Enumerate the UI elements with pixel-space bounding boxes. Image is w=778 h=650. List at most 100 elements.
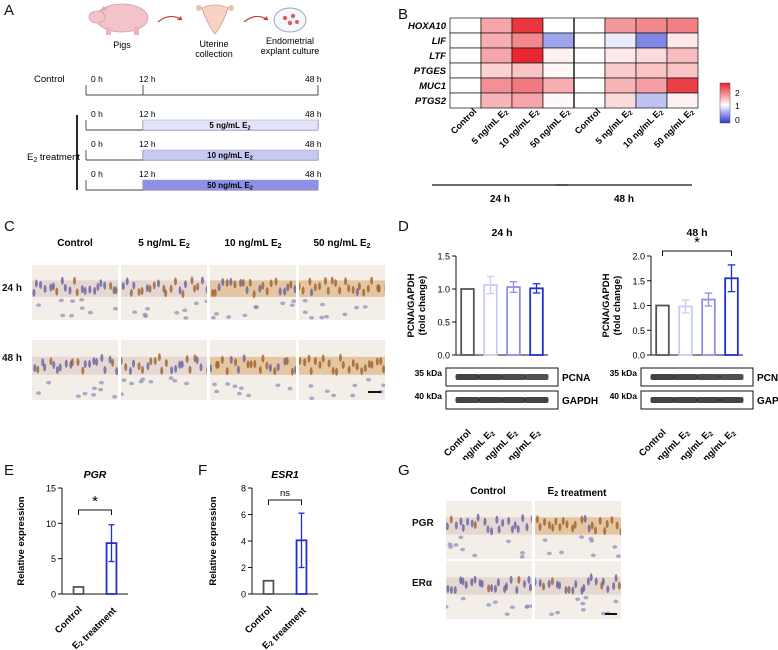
kda-label: 40 kDa xyxy=(610,391,638,401)
svg-text:5 ng/mL E2: 5 ng/mL E2 xyxy=(138,238,190,250)
timeline-dose-1: 0 h 12 h 48 h 5 ng/mL E2 xyxy=(85,109,322,131)
heatmap-row-label: MUC1 xyxy=(419,81,446,92)
uterine-label-1: Uterine xyxy=(199,39,228,49)
heatmap-cell xyxy=(480,47,513,64)
x-tick-label: Control xyxy=(53,604,85,636)
panel-label-b: B xyxy=(398,6,409,23)
y-tick-label: 0 xyxy=(241,590,246,600)
heatmap-cell xyxy=(542,32,575,49)
panel-a-timeline: Pigs Uterine collection Endometrial expl… xyxy=(27,3,322,191)
time-label-0: 0 h xyxy=(91,109,103,119)
heatmap-row-label: PTGS2 xyxy=(415,96,447,107)
heatmap-row-label: LIF xyxy=(432,36,446,47)
blot-band xyxy=(719,374,744,380)
heatmap-cell xyxy=(449,32,482,49)
micrograph-24 h-3 xyxy=(299,265,385,320)
heatmap-cell xyxy=(542,17,575,34)
chart-title: 48 h xyxy=(686,227,707,239)
heatmap-col-label: Control xyxy=(449,106,479,136)
heatmap-cell xyxy=(666,62,699,79)
y-tick-label: 5 xyxy=(51,554,56,564)
micrograph-48 h-1 xyxy=(121,340,207,400)
chart-title: PGR xyxy=(84,469,107,481)
heatmap-cell xyxy=(480,77,513,94)
y-axis-label: PCNA/GAPDH(fold change) xyxy=(406,273,428,337)
heatmap-cell xyxy=(573,17,606,34)
time-label-12: 12 h xyxy=(139,109,156,119)
uterine-label-2: collection xyxy=(195,49,233,59)
timeline-dose-2: 0 h 12 h 48 h 10 ng/mL E2 xyxy=(85,139,322,161)
panel-label-a: A xyxy=(4,2,15,19)
heatmap-cell xyxy=(573,47,606,64)
y-tick-label: 15 xyxy=(46,484,56,494)
heatmap-cell xyxy=(604,92,637,109)
micrograph-row-label: PGR xyxy=(412,518,434,529)
heatmap-cell xyxy=(573,62,606,79)
heatmap-cell xyxy=(666,32,699,49)
svg-text:Control: Control xyxy=(57,238,93,249)
heatmap-cell xyxy=(480,62,513,79)
bar xyxy=(655,304,670,356)
kda-label: 40 kDa xyxy=(415,391,443,401)
dose-label: 50 ng/mL E2 xyxy=(207,181,253,191)
heatmap-group-label: 48 h xyxy=(614,194,634,205)
heatmap-cell xyxy=(604,32,637,49)
micrograph-24 h-0 xyxy=(32,265,118,320)
heatmap-cell xyxy=(604,62,637,79)
micrograph-row-label: ERα xyxy=(412,578,433,589)
heatmap-cell xyxy=(449,47,482,64)
heatmap-row-label: HOXA10 xyxy=(408,21,447,32)
blot-band xyxy=(478,397,503,403)
y-tick-label: 1.5 xyxy=(632,276,645,286)
micrograph-PGR-1 xyxy=(535,501,621,559)
micrograph-col-label: Control xyxy=(470,486,506,497)
panel-label-d: D xyxy=(398,218,409,235)
blot-band xyxy=(524,374,549,380)
colorbar xyxy=(719,82,731,124)
explant-label-2: explant culture xyxy=(261,46,320,56)
svg-text:E2 treatment: E2 treatment xyxy=(548,486,608,499)
micrograph-col-label: 10 ng/mL E2 xyxy=(224,238,281,250)
pigs-label: Pigs xyxy=(113,40,131,50)
blot-label: PCNA xyxy=(757,373,778,384)
colorbar-tick: 0 xyxy=(735,115,740,125)
time-label-12: 12 h xyxy=(139,139,156,149)
heatmap-cell xyxy=(511,62,544,79)
y-tick-label: 0 xyxy=(51,590,56,600)
y-tick-label: 1.0 xyxy=(437,285,450,295)
heatmap-cell xyxy=(635,47,668,64)
heatmap-cell xyxy=(480,17,513,34)
dose-bar xyxy=(142,119,319,131)
blot-band xyxy=(673,397,698,403)
x-tick-label: Control xyxy=(243,604,275,636)
blot-band xyxy=(696,374,721,380)
heatmap-cell xyxy=(635,17,668,34)
heatmap-group-label: 24 h xyxy=(490,194,510,205)
uterus-icon xyxy=(196,4,234,35)
colorbar-tick: 1 xyxy=(735,101,740,111)
significance-label: * xyxy=(92,493,98,510)
y-tick-label: 2 xyxy=(241,563,246,573)
micrograph-48 h-2 xyxy=(210,340,296,400)
bar xyxy=(483,284,498,356)
heatmap-cell xyxy=(511,17,544,34)
dose-bar xyxy=(142,149,319,161)
heatmap-cell xyxy=(666,77,699,94)
micrograph-PGR-0 xyxy=(446,501,532,559)
heatmap-cell xyxy=(542,77,575,94)
blot-band xyxy=(719,397,744,403)
chart-title: ESR1 xyxy=(271,469,299,481)
blot-band xyxy=(455,374,480,380)
dose-label: 10 ng/mL E2 xyxy=(207,151,253,161)
y-tick-label: 0.5 xyxy=(437,318,450,328)
significance-label: * xyxy=(694,234,700,251)
bar xyxy=(529,287,544,356)
time-label-48: 48 h xyxy=(305,169,322,179)
bar xyxy=(262,579,275,595)
blot-band xyxy=(673,374,698,380)
micrograph-col-label: Control xyxy=(57,238,93,249)
heatmap-cell xyxy=(604,77,637,94)
heatmap-cell xyxy=(511,47,544,64)
blot-label: GAPDH xyxy=(757,396,778,407)
